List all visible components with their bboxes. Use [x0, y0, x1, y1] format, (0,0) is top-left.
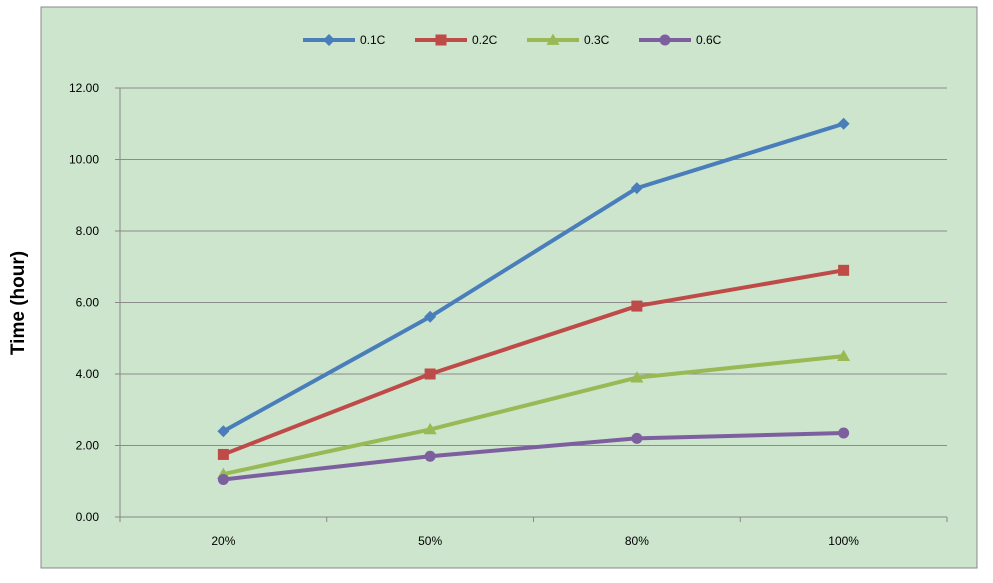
legend-item: 0.3C: [527, 33, 610, 47]
y-tick-label: 10.00: [69, 153, 99, 167]
data-point: [631, 432, 643, 444]
data-point: [630, 182, 643, 195]
x-tick-label: 50%: [418, 534, 442, 548]
y-tick-label: 12.00: [69, 81, 99, 95]
series-line: [221, 354, 846, 477]
x-tick-label: 20%: [211, 534, 235, 548]
data-point: [424, 368, 436, 380]
data-point: [837, 349, 851, 361]
series-0.6C: [217, 427, 850, 485]
data-point: [424, 450, 436, 462]
legend-marker: [323, 34, 335, 46]
data-point: [630, 371, 644, 383]
series-line: [221, 268, 846, 457]
y-tick-label: 2.00: [76, 439, 100, 453]
y-tick-label: 8.00: [76, 224, 100, 238]
legend-label: 0.3C: [584, 33, 610, 47]
y-tick-label: 0.00: [76, 510, 100, 524]
legend-label: 0.6C: [696, 33, 722, 47]
legend-marker: [435, 34, 447, 46]
series-0.3C: [216, 349, 851, 479]
data-point: [217, 473, 229, 485]
gridlines: [115, 87, 948, 522]
y-tick-labels: 0.00 2.00 4.00 6.00 8.00 10.00 12.00: [69, 81, 99, 524]
series-line: [221, 430, 846, 482]
chart-area-background: [40, 6, 978, 569]
data-point: [838, 264, 850, 276]
data-point: [217, 425, 230, 438]
data-point: [631, 300, 643, 312]
legend-item: 0.2C: [415, 33, 498, 47]
y-tick-label: 4.00: [76, 367, 100, 381]
data-point: [217, 448, 229, 460]
legend-marker: [659, 34, 671, 46]
data-point: [424, 310, 437, 323]
legend-marker: [546, 33, 560, 45]
legend-label: 0.1C: [360, 33, 386, 47]
legend-item: 0.1C: [303, 33, 386, 47]
axes: [119, 88, 947, 518]
series-line: [221, 121, 846, 434]
legend: 0.1C 0.2C 0.3C 0.6C: [303, 33, 722, 47]
x-tick-labels: 20% 50% 80% 100%: [211, 534, 859, 548]
y-axis-label: Time (hour): [8, 251, 29, 355]
legend-label: 0.2C: [472, 33, 498, 47]
data-point: [837, 117, 850, 130]
x-tick-label: 80%: [625, 534, 649, 548]
series-0.2C: [217, 264, 850, 460]
series-0.1C: [217, 117, 850, 438]
series-lines: [216, 117, 851, 485]
y-tick-label: 6.00: [76, 296, 100, 310]
x-tick-label: 100%: [828, 534, 859, 548]
data-point: [423, 422, 437, 435]
data-point: [838, 427, 850, 439]
legend-item: 0.6C: [639, 33, 722, 47]
